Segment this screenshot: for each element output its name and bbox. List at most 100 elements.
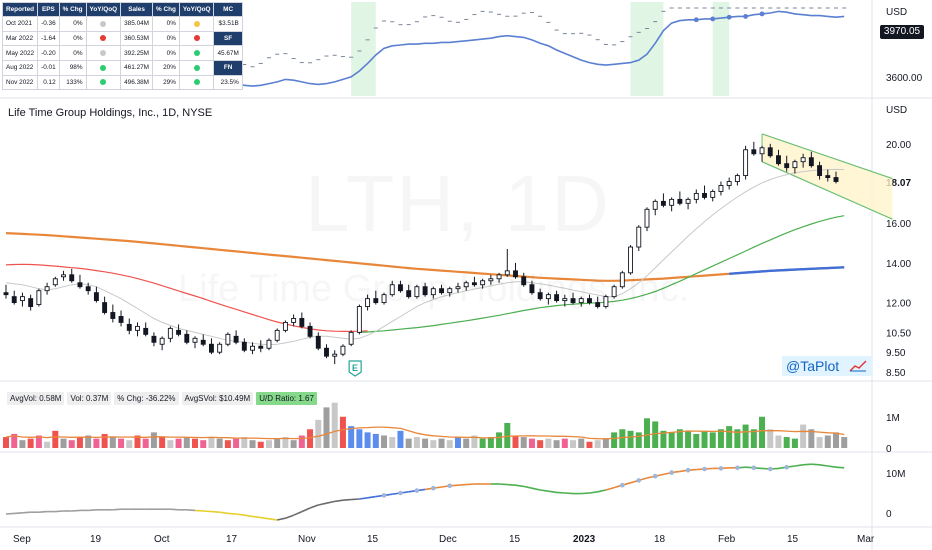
earnings-column-header: EPS [37,2,60,17]
candle-body [225,333,231,345]
volume-bar [611,432,618,448]
ad-line-segment [309,504,319,509]
ad-line-segment [515,484,524,488]
ad-line-segment [827,465,837,468]
volume-bar [553,440,560,448]
candle-body [365,298,371,308]
ad-line-segment [359,497,368,500]
candle-body [77,282,83,288]
volume-average-line [5,426,845,440]
candle-body [603,296,609,308]
volume-bar [471,435,478,448]
status-dot-icon [193,64,200,71]
volume-bar [537,440,544,448]
earnings-eps: 0.12 [37,74,60,91]
ad-line-segment [581,492,590,495]
ad-line-segment [244,514,253,518]
candle-body [143,327,149,335]
ad-line-segment [38,510,48,513]
watermark-symbol: LTH, 1D [305,158,611,250]
price-axis-tick: 10.50 [886,328,911,339]
candle-body [570,298,576,304]
ad-line-segment [811,463,820,466]
candle-body [151,335,157,343]
earnings-sales-change: 20% [152,60,180,76]
status-dot-icon [100,64,107,71]
volume-bar [619,429,626,448]
volume-bar [101,433,108,448]
price-axis-tick: 14.00 [886,259,911,270]
ad-line-segment [88,509,97,512]
earnings-table-body: Oct 2021 -0.36 0% 385.04M 0% $3.51B Mar 2022 -1… [1,16,243,91]
status-dot-icon [100,35,107,42]
volume-bar [265,440,272,448]
volume-bar [372,433,379,448]
earnings-sales: 496.38M [120,74,153,91]
candle-body [356,306,362,333]
earnings-column-header: YoY/QoQ [85,2,122,17]
earnings-eps: -0.01 [37,60,60,76]
candle-body [389,284,395,296]
volume-bar [413,437,420,448]
volume-bar [528,438,535,448]
volume-bar [167,440,174,448]
status-dot-icon [193,79,200,86]
status-dot-icon [100,79,107,86]
candle-body [751,149,757,155]
earnings-eps-change: 0% [58,45,87,62]
volume-bar [504,423,511,448]
sales-trend-dot [178,60,215,76]
volume-bar [750,429,757,448]
candle-body [208,343,214,353]
candle-body [126,323,132,331]
candle-body [61,274,66,278]
ad-line-new-high-dot [620,482,625,488]
ad-line-segment [597,489,607,493]
x-axis-tick: 2023 [573,534,596,545]
ad-line-segment [334,499,344,503]
ad-line-segment [342,498,352,501]
volume-bar [808,429,815,448]
sales-trend-dot [178,45,215,62]
eps-trend-dot [85,30,122,47]
volume-bar [561,438,568,448]
volume-bar [824,435,831,448]
ad-line-segment [252,515,261,519]
volume-bar [767,429,774,448]
volume-bar [3,437,9,448]
ad-line-new-high-dot [431,485,436,491]
ad-line-segment [211,510,220,513]
chart-title: Life Time Group Holdings, Inc., 1D, NYSE [8,107,213,119]
top-axis-label: USD [886,7,907,18]
x-axis-tick: Sep [13,534,31,545]
volume-bar [192,438,199,448]
ad-line-segment [277,517,286,521]
ad-line-new-high-dot [381,493,387,498]
candle-body [233,335,239,343]
candle-body [685,198,691,204]
rs-new-high-dot [743,14,749,19]
candle-body [217,343,223,353]
candle-body [447,288,453,294]
taplot-badge[interactable]: @TaPlot [782,356,872,376]
candle-body [93,292,99,302]
earnings-column-header: % Chg [152,2,180,17]
candle-body [52,278,58,286]
volume-bar [627,430,634,448]
candle-body [767,147,773,157]
volume-bar [479,438,486,448]
volume-stats-bar: AvgVol: 0.58M Vol: 0.37M % Chg: -36.22% … [7,392,317,405]
volume-bar [52,430,59,448]
candle-body [554,294,560,302]
price-axis-tick: 8.50 [886,368,906,379]
ad-line-new-high-dot [751,465,757,471]
ad-line-new-high-dot [784,464,789,470]
rs-new-high-dot [710,16,716,22]
volume-bar [759,416,766,448]
ad-line-segment [499,483,508,486]
candle-body [513,270,518,278]
candle-body [578,298,584,304]
volume-bar [734,429,741,448]
ad-line-segment [55,510,64,513]
